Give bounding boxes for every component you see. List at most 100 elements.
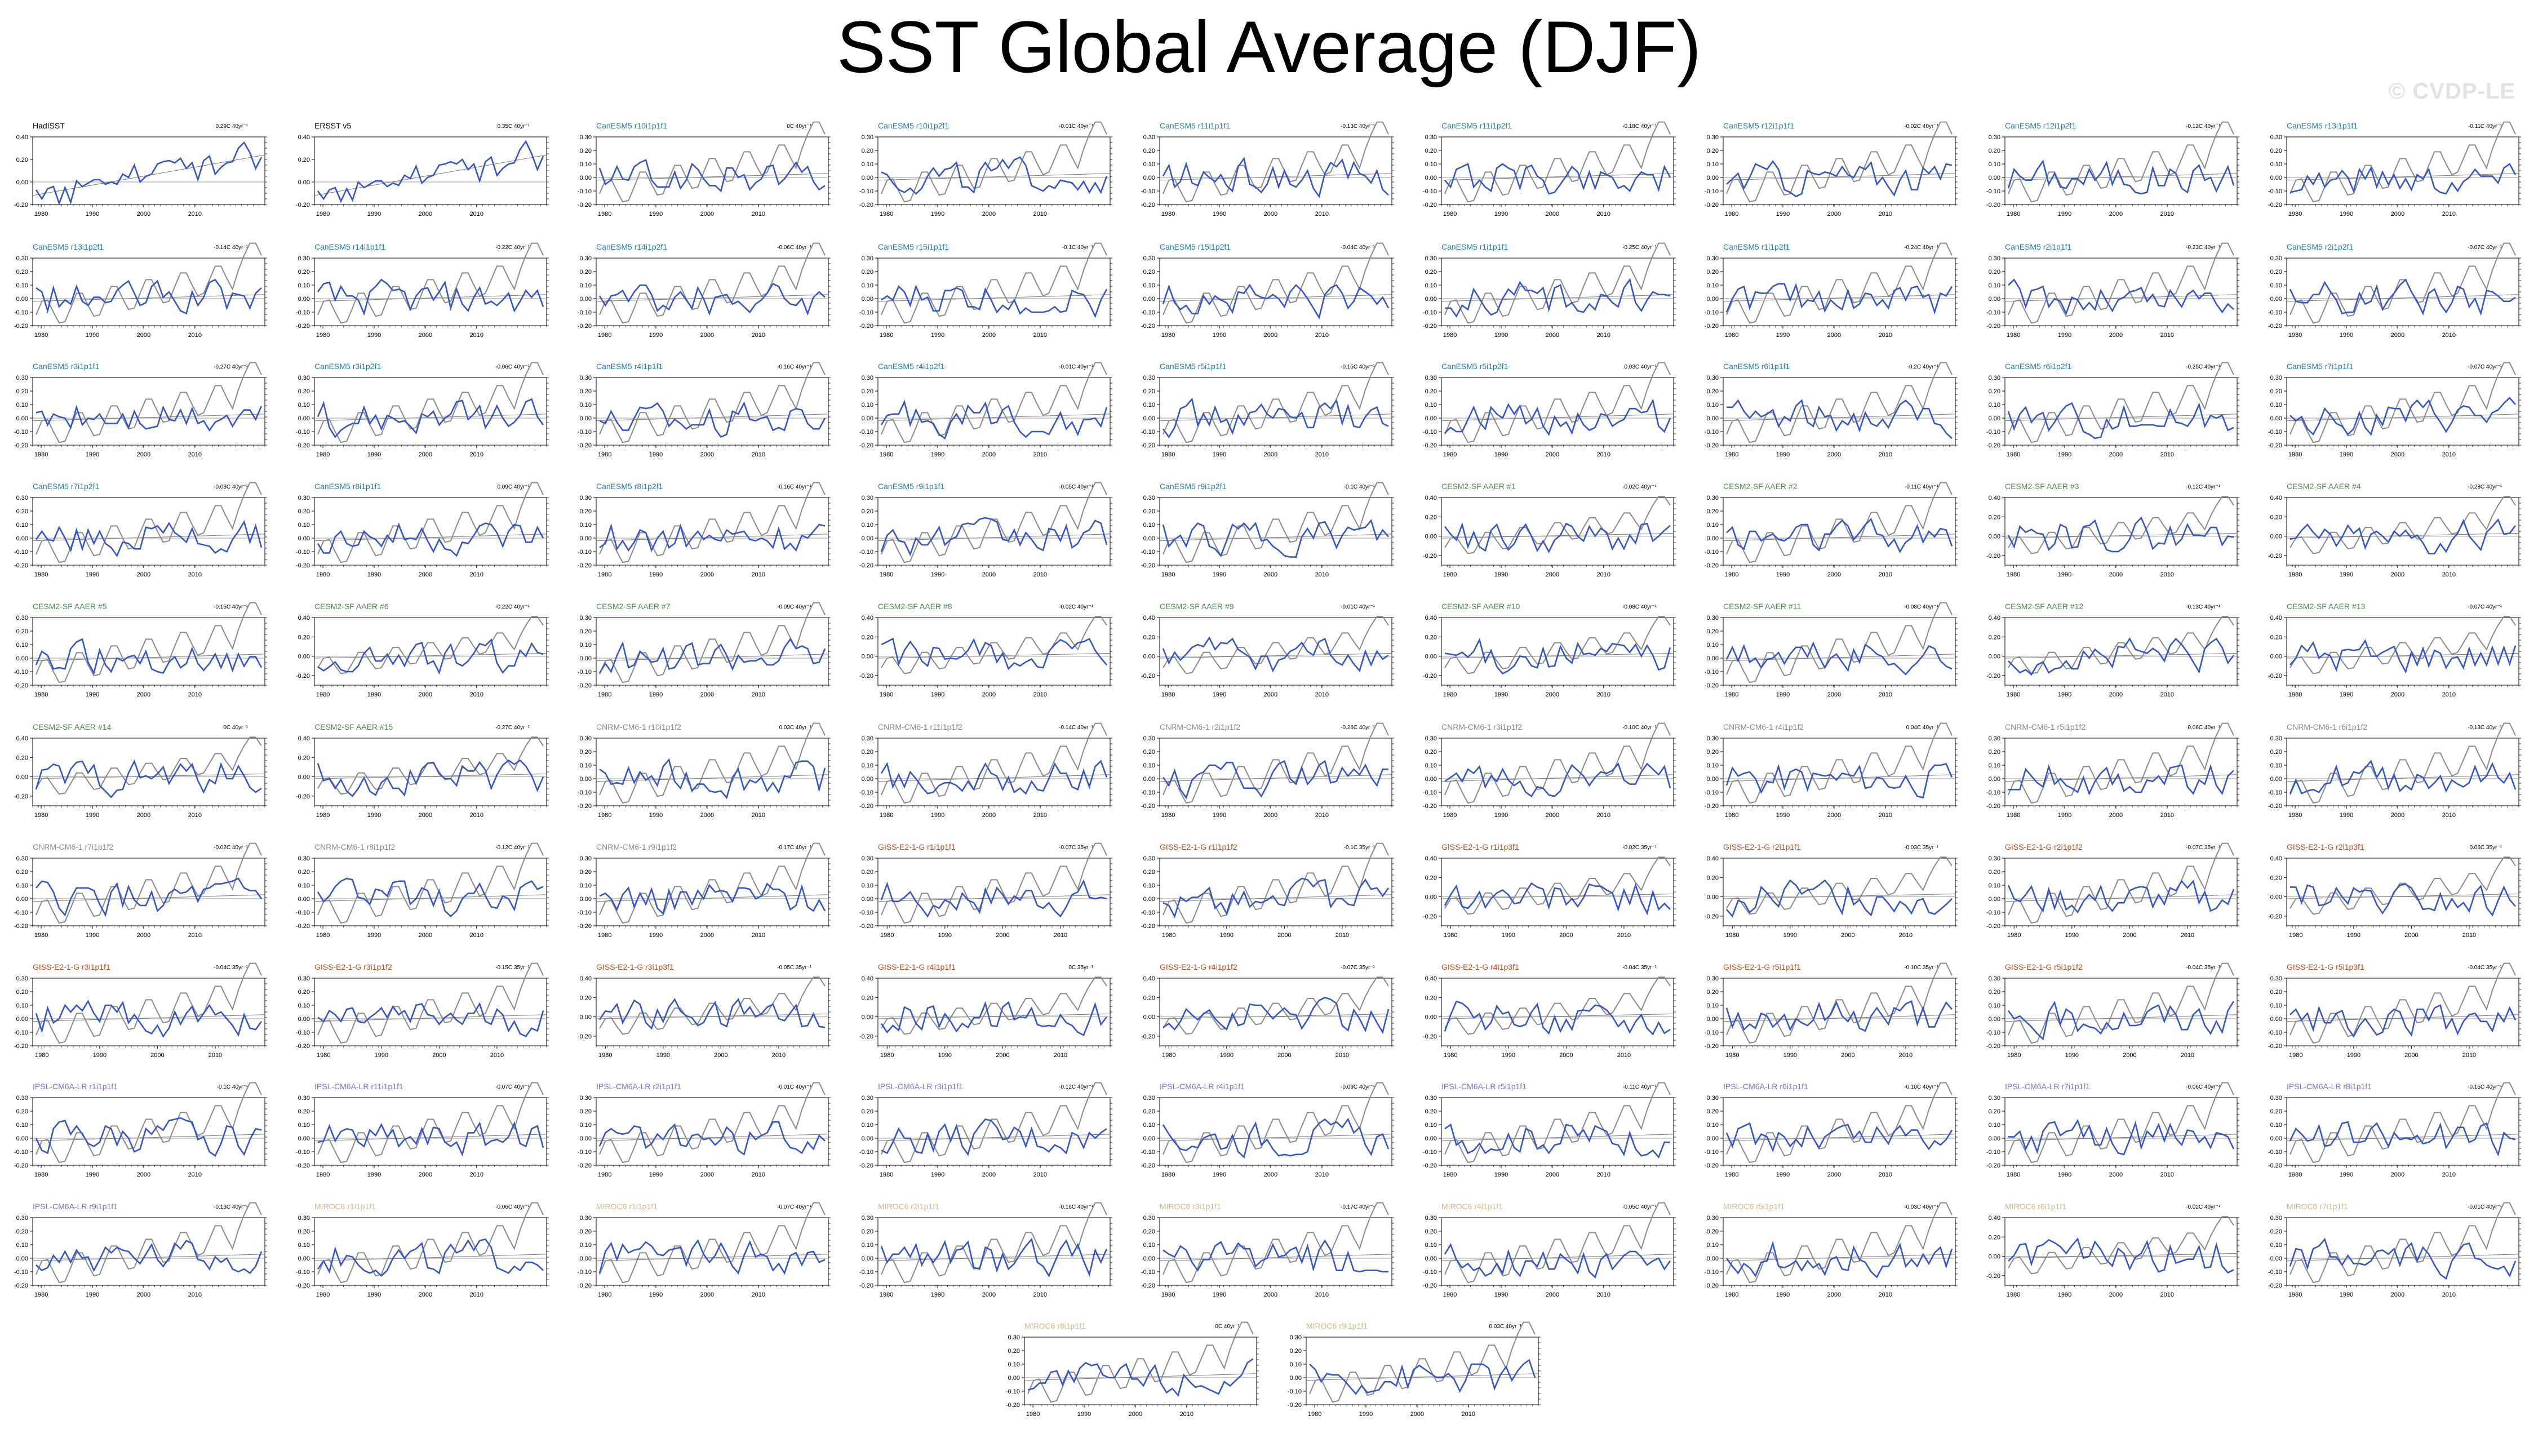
x-tick-label: 2010: [752, 932, 765, 939]
y-tick-label: 0.40: [16, 134, 28, 141]
x-tick-label: 1980: [316, 812, 330, 819]
x-tick-label: 2010: [752, 571, 765, 578]
y-tick-label: 0.20: [862, 148, 873, 154]
chart-panel: CanESM5 r6i1p2f1 -0.25C 40yr⁻¹ 0.30 0.20 0.1…: [1972, 362, 2254, 474]
observed-series-line: [2008, 496, 2234, 554]
y-tick-label: -0.20: [296, 923, 310, 930]
x-tick-label: 2010: [188, 932, 202, 939]
panel-trend: -0.10C 40yr⁻¹: [1622, 725, 1657, 731]
chart-panel: CanESM5 r14i1p1f1 -0.22C 40yr⁻¹ 0.30 0.20 0.…: [282, 242, 563, 355]
panel-plot: 0.30 0.20 0.10 0.00 -0.10 -0.20 1980 1990 2000 20…: [1705, 121, 1958, 217]
panel-trend: -0.09C 40yr⁻¹: [777, 604, 811, 610]
x-tick-label: 1980: [316, 571, 330, 578]
x-tick-label: 2010: [188, 332, 202, 339]
y-tick-label: 0.00: [298, 535, 310, 542]
y-tick-label: 0.20: [16, 157, 28, 163]
y-tick-label: -0.10: [2268, 789, 2282, 796]
y-tick-label: 0.00: [1143, 415, 1155, 422]
panel-trend: -0.03C 40yr⁻¹: [214, 484, 248, 490]
observed-series-line: [2289, 722, 2516, 804]
y-tick-label: 0.20: [1707, 749, 1719, 756]
chart-panel: CanESM5 r6i1p1f1 -0.2C 40yr⁻¹ 0.30 0.20 0.10…: [1690, 362, 1972, 474]
x-tick-label: 2000: [137, 332, 150, 339]
y-tick-label: 0.30: [580, 495, 592, 501]
observed-series-line: [881, 121, 1107, 203]
trend-line: [1441, 893, 1674, 899]
y-tick-label: 0.30: [2270, 255, 2282, 262]
y-tick-label: 0.20: [580, 749, 592, 756]
x-tick-label: 1980: [1443, 812, 1457, 819]
y-tick-label: 0.10: [1425, 402, 1437, 409]
x-tick-label: 2000: [982, 571, 996, 578]
y-tick-label: 0.10: [1707, 282, 1719, 289]
y-tick-label: -0.20: [1141, 442, 1155, 449]
panel-plot: 0.30 0.20 0.10 0.00 -0.10 -0.20 1980 1990 2000 20…: [296, 242, 549, 339]
y-tick-label: 0.30: [2270, 375, 2282, 381]
y-tick-label: -0.20: [859, 202, 873, 208]
x-tick-label: 1980: [880, 812, 893, 819]
y-tick-label: 0.00: [16, 535, 28, 542]
series-line: [881, 284, 1108, 318]
x-tick-label: 1980: [1725, 451, 1738, 458]
panel-trend: -0.02C 40yr⁻¹: [1059, 604, 1093, 610]
y-tick-label: 0.10: [1143, 522, 1155, 529]
y-tick-label: -0.20: [14, 793, 28, 800]
panel-title: CNRM-CM6-1 r8i1p1f2: [314, 842, 396, 851]
y-tick-label: 0.00: [1425, 654, 1437, 660]
panel-title: CESM2-SF AAER #4: [2287, 482, 2361, 491]
x-tick-label: 2010: [1033, 691, 1047, 698]
observed-series-line: [317, 242, 544, 324]
x-tick-label: 1990: [1776, 211, 1790, 217]
y-tick-label: -0.20: [1423, 673, 1437, 680]
chart-panel: CanESM5 r3i1p2f1 -0.06C 40yr⁻¹ 0.30 0.20 0.1…: [282, 362, 563, 474]
panel-plot: 0.30 0.20 0.10 0.00 -0.10 -0.20 1980 1990 2000 20…: [1705, 242, 1958, 339]
y-tick-label: 0.30: [1143, 855, 1155, 862]
series-line: [599, 401, 826, 438]
y-tick-label: -0.10: [296, 549, 310, 556]
chart-panel: CanESM5 r5i1p2f1 0.03C 40yr⁻¹ 0.30 0.20 0.10…: [1409, 362, 1690, 474]
panel-plot: 0.30 0.20 0.10 0.00 -0.10 -0.20 1980 1990 2000 20…: [2268, 362, 2521, 458]
panel-title: CESM2-SF AAER #9: [1160, 602, 1234, 611]
chart-panel: CanESM5 r5i1p1f1 -0.15C 40yr⁻¹ 0.30 0.20 0.1…: [1127, 362, 1409, 474]
trend-line: [1441, 414, 1674, 421]
y-tick-label: -0.20: [1705, 442, 1719, 449]
x-tick-label: 1990: [931, 571, 944, 578]
y-tick-label: 0.20: [1707, 628, 1719, 635]
x-tick-label: 1980: [2007, 691, 2020, 698]
panel-plot: 0.30 0.20 0.10 0.00 -0.10 -0.20 1980 1990 2000 20…: [578, 482, 831, 578]
x-tick-label: 1990: [367, 691, 381, 698]
y-tick-label: 0.00: [1989, 534, 2000, 540]
series-line: [317, 278, 544, 316]
y-tick-label: -0.10: [1986, 309, 2000, 316]
panel-trend: -0.12C 40yr⁻¹: [2186, 484, 2220, 490]
trend-line: [1441, 294, 1674, 302]
x-tick-label: 1990: [1494, 332, 1508, 339]
y-tick-label: 0.10: [580, 161, 592, 168]
y-tick-label: 0.30: [16, 855, 28, 862]
panel-trend: -0.16C 40yr⁻¹: [777, 364, 811, 370]
observed-series-line: [881, 242, 1107, 324]
y-tick-label: -0.20: [1423, 553, 1437, 560]
observed-series-line: [1444, 242, 1671, 324]
series-line: [1162, 519, 1389, 558]
y-tick-label: 0.20: [580, 628, 592, 635]
panel-trend: -0.22C 40yr⁻¹: [495, 245, 530, 251]
series-line: [1162, 636, 1389, 673]
y-tick-label: 0.20: [298, 754, 310, 761]
trend-line: [1441, 173, 1674, 181]
x-tick-label: 2010: [470, 451, 483, 458]
panel-title: CanESM5 r9i1p2f1: [1160, 482, 1227, 491]
panel-trend: -0.15C 40yr⁻¹: [1341, 364, 1375, 370]
x-tick-label: 1980: [1444, 932, 1457, 939]
trend-line: [2004, 774, 2238, 782]
series-line: [1727, 399, 1953, 439]
observed-series-line: [1162, 842, 1389, 924]
panel-plot: 0.30 0.20 0.10 0.00 -0.10 -0.20 1980 1990 2000 20…: [296, 482, 549, 578]
x-tick-label: 1990: [1213, 211, 1226, 217]
y-tick-label: -0.10: [578, 309, 592, 316]
y-tick-label: -0.10: [578, 669, 592, 676]
observed-series-line: [317, 842, 544, 924]
x-tick-label: 2000: [1546, 691, 1559, 698]
x-tick-label: 2010: [470, 812, 483, 819]
chart-panel: CNRM-CM6-1 r7i1p1f2 -0.02C 40yr⁻¹ 0.30 0.20…: [0, 842, 282, 955]
